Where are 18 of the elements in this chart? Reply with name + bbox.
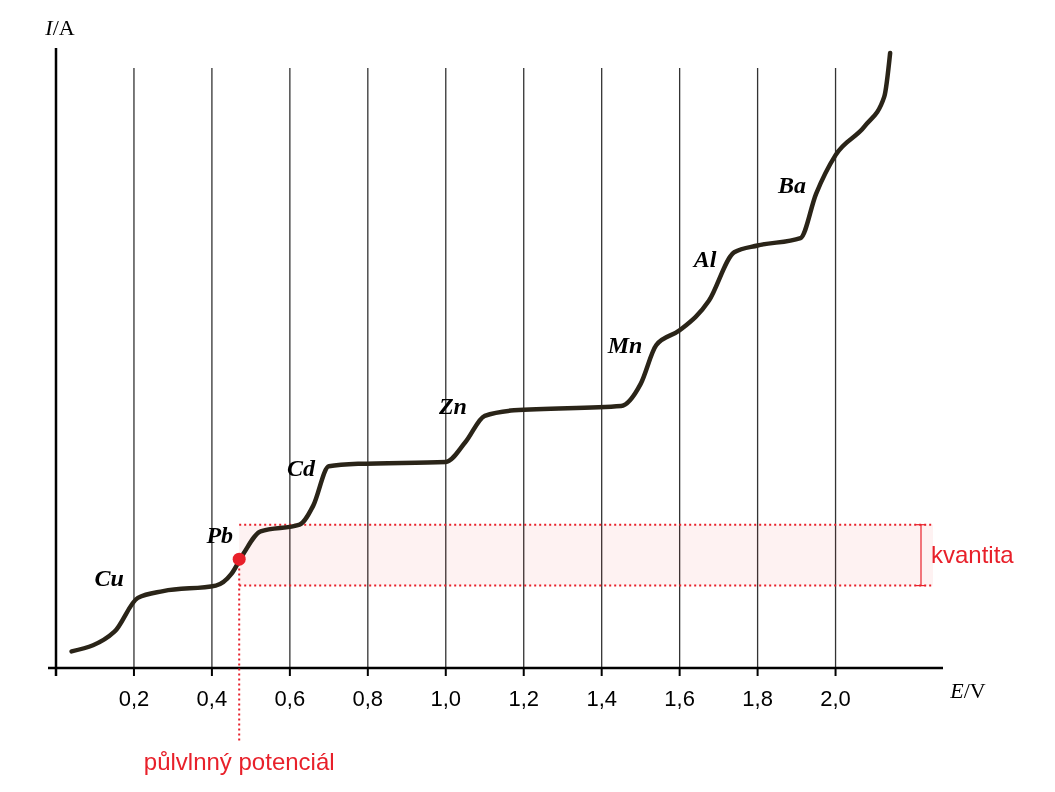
x-tick-label: 1,4 bbox=[586, 686, 617, 711]
x-tick-label: 1,2 bbox=[508, 686, 540, 711]
annotation: Al bbox=[691, 245, 717, 272]
x-tick-label: 0,8 bbox=[352, 686, 384, 711]
x-tick-label: 1,0 bbox=[430, 686, 462, 711]
y-axis-title: I/A bbox=[44, 15, 75, 40]
x-tick-label: 1,6 bbox=[664, 686, 695, 711]
annotation: Cu bbox=[94, 565, 124, 592]
annotation: Mn bbox=[606, 331, 643, 358]
x-axis-title: E/V bbox=[949, 678, 986, 703]
annotation: Ba bbox=[777, 171, 807, 198]
band-label: kvantita bbox=[931, 541, 1015, 569]
x-tick-label: 0,4 bbox=[196, 686, 228, 711]
x-tick-label: 0,6 bbox=[274, 686, 306, 711]
x-tick-label: 2,0 bbox=[820, 686, 851, 711]
x-tick-label: 0,2 bbox=[118, 686, 150, 711]
ref-line-label: půlvlnný potenciál bbox=[143, 748, 335, 775]
x-tick-label: 1,8 bbox=[742, 686, 773, 711]
